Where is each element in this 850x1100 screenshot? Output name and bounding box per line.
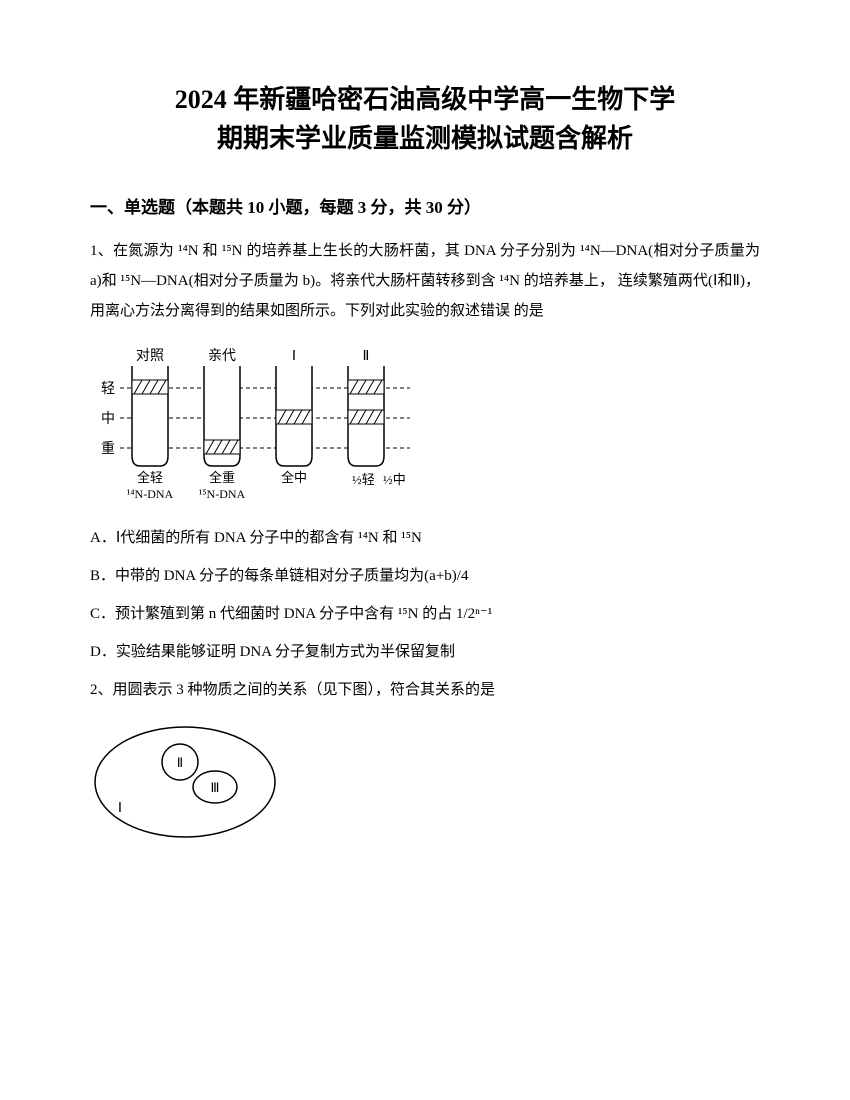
svg-text:全重: 全重: [209, 470, 235, 485]
svg-text:全中: 全中: [281, 470, 307, 485]
svg-text:亲代: 亲代: [208, 348, 236, 364]
section-header: 一、单选题（本题共 10 小题，每题 3 分，共 30 分）: [90, 193, 760, 218]
label-middle: 中: [101, 411, 115, 427]
q1-option-b: B．中带的 DNA 分子的每条单链相对分子质量均为(a+b)/4: [90, 561, 760, 591]
title-line-1: 2024 年新疆哈密石油高级中学高一生物下学: [90, 80, 760, 119]
svg-text:对照: 对照: [136, 348, 164, 364]
label-inner1: Ⅱ: [177, 755, 183, 770]
tube-gen1: Ⅰ 全中: [276, 349, 312, 485]
label-heavy: 重: [101, 441, 115, 457]
svg-text:全轻: 全轻: [137, 470, 163, 485]
svg-text:Ⅰ: Ⅰ: [292, 349, 296, 364]
question-2-text: 2、用圆表示 3 种物质之间的关系（见下图），符合其关系的是: [90, 675, 760, 705]
label-light: 轻: [101, 381, 115, 397]
svg-text:Ⅱ: Ⅱ: [363, 349, 370, 364]
venn-diagram: Ⅰ Ⅱ Ⅲ: [90, 717, 760, 852]
q1-option-d: D．实验结果能够证明 DNA 分子复制方式为半保留复制: [90, 637, 760, 667]
svg-text:¹⁵N-DNA: ¹⁵N-DNA: [199, 487, 246, 501]
svg-text:½轻: ½轻: [352, 472, 375, 487]
centrifuge-diagram: 轻 中 重 对照 全轻 ¹⁴N-DNA 亲代: [90, 338, 760, 508]
tube-parent: 亲代 全重 ¹⁵N-DNA: [199, 348, 246, 501]
question-1-text: 1、在氮源为 ¹⁴N 和 ¹⁵N 的培养基上生长的大肠杆菌，其 DNA 分子分别…: [90, 236, 760, 326]
svg-text:¹⁴N-DNA: ¹⁴N-DNA: [127, 487, 174, 501]
label-outer: Ⅰ: [118, 801, 122, 816]
tube-control: 对照 全轻 ¹⁴N-DNA: [127, 348, 174, 501]
tube-gen2: Ⅱ ½轻 ½中: [348, 349, 406, 487]
label-inner2: Ⅲ: [211, 780, 220, 795]
title-line-2: 期期末学业质量监测模拟试题含解析: [90, 119, 760, 158]
q1-option-c: C．预计繁殖到第 n 代细菌时 DNA 分子中含有 ¹⁵N 的占 1/2ⁿ⁻¹: [90, 599, 760, 629]
document-title: 2024 年新疆哈密石油高级中学高一生物下学 期期末学业质量监测模拟试题含解析: [90, 80, 760, 158]
q1-option-a: A．Ⅰ代细菌的所有 DNA 分子中的都含有 ¹⁴N 和 ¹⁵N: [90, 523, 760, 553]
outer-ellipse: [95, 727, 275, 837]
svg-text:½中: ½中: [383, 472, 406, 487]
